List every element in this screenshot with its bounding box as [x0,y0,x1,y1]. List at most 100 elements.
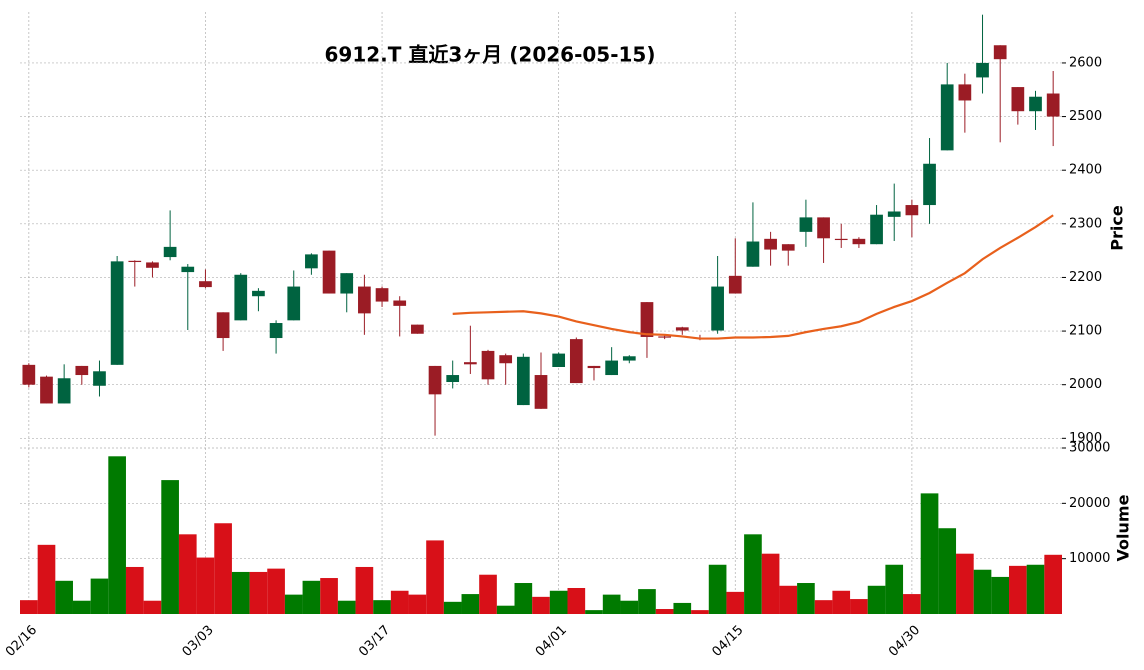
candle-body [587,365,601,369]
x-tick-label: 03/17 [356,623,393,660]
x-tick-label: 04/15 [709,623,746,660]
candle-body [322,250,336,294]
volume-bar [514,583,533,614]
candle-body [22,364,36,385]
volume-bar [196,557,215,614]
volume-bar [143,600,162,614]
candle-body [305,254,318,269]
chart-title: 6912.T 直近3ヶ月 (2026-05-15) [325,43,656,67]
volume-bar [691,610,709,614]
candle-body [711,286,724,331]
candle-body [534,375,548,409]
volume-bar [479,574,497,614]
candle-body [923,163,936,206]
volume-bar [461,594,480,614]
candle-body [993,45,1007,60]
volume-bar [178,534,197,614]
volume-bar [938,528,957,614]
volume-bar [885,564,904,614]
volume-bar [638,589,656,614]
candle-body [764,238,777,250]
volume-bar [850,599,868,614]
x-tick-label: 02/16 [3,623,40,660]
volume-bar [373,600,391,614]
volume-bar [673,602,692,614]
volume-bar [1044,554,1062,614]
candle-body [1011,87,1025,112]
moving-average-line [452,214,1054,340]
volume-bar [408,594,427,614]
volume-bar [532,596,550,614]
candle-body [940,84,954,151]
candle-body [905,205,919,216]
x-tick-label: 04/01 [533,623,570,660]
candle-body [605,360,619,376]
volume-bar [920,493,939,614]
volume-bar [602,594,621,614]
candle-body [569,339,583,384]
volume-bar [426,540,444,614]
candle-body [675,327,689,331]
volume-bar [443,601,462,614]
volume-axis-label: Volume [1114,494,1133,561]
y-tick-label: 2600 [1069,55,1102,70]
volume-bar [37,544,56,614]
candle-body [287,286,301,321]
volume-bar [567,587,586,614]
candle-body [93,371,106,386]
volume-bar [726,591,745,614]
volume-bar [585,610,603,614]
candle-body [234,274,248,321]
volume-bar [744,534,762,614]
volume-bar [991,576,1010,614]
candle-body [252,290,265,297]
candle-body [552,353,566,367]
volume-bar [337,600,356,614]
candle-body [658,336,671,338]
volume-bar [302,580,321,614]
volume-bar [549,590,568,614]
candle-body [146,262,159,268]
candle-body [446,375,460,383]
y-tick-label: 2200 [1069,270,1102,285]
volume-tick-label: 30000 [1069,441,1110,456]
volume-bar [655,609,674,614]
volume-bar [55,580,73,614]
volume-bar [620,600,639,614]
volume-bar [249,571,268,614]
candle-body [640,302,654,337]
y-tick-label: 1900 [1069,431,1102,446]
candle-body [887,211,901,217]
volume-bar [1026,564,1045,614]
volume-bar [231,571,250,614]
candle-body [976,62,989,78]
x-tick-label: 04/30 [886,623,923,660]
candle-body [181,266,195,273]
candle-body [958,84,972,101]
candle-body [428,365,442,395]
y-axis-label: Price [1108,205,1127,251]
candle-body [463,362,477,365]
volume-bar [125,566,144,614]
volume-bar [20,600,38,614]
candle-body [746,241,760,267]
candle-body [1029,96,1042,112]
volume-bar [903,594,921,614]
candle-body [411,324,424,334]
y-tick-label: 2300 [1069,216,1102,231]
volume-tick-label: 10000 [1069,551,1110,566]
volume-bar [496,605,515,614]
volume-bar [214,523,232,614]
candle-body [163,246,177,258]
candle-body [216,312,230,339]
candle-body [870,214,883,245]
candle-body [128,260,142,263]
candle-body [852,238,866,245]
candle-body [199,281,212,288]
candle-body [269,323,283,339]
volume-bar [797,583,815,614]
x-tick-label: 03/03 [180,623,217,660]
volume-bar [1009,565,1027,614]
candle-body [817,217,830,239]
